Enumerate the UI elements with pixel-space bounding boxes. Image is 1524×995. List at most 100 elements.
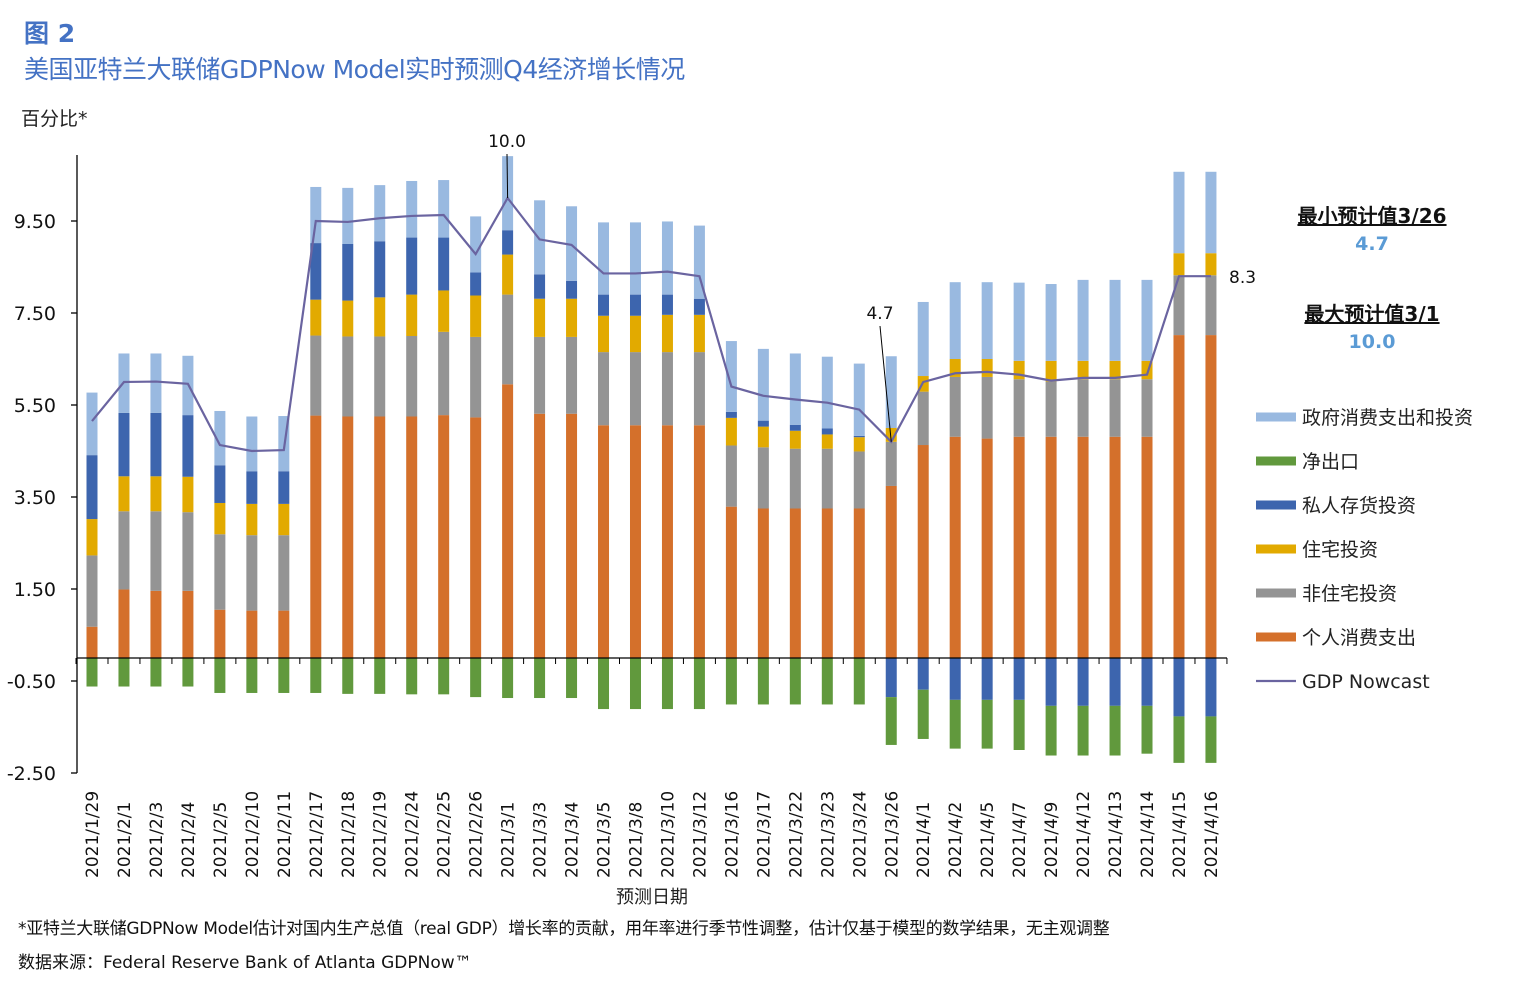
bar-segment: [534, 658, 546, 699]
data-source: 数据来源：Federal Reserve Bank of Atlanta GDP…: [18, 953, 472, 973]
bar-segment: [725, 411, 737, 418]
bar-segment: [629, 294, 641, 316]
bar-segment: [1077, 379, 1089, 437]
bar-segment: [1205, 335, 1217, 658]
x-tick-label: 2021/4/15: [1170, 791, 1190, 878]
bar-segment: [246, 610, 258, 658]
y-tick-label: -0.50: [7, 671, 56, 693]
bar-segment: [374, 416, 386, 658]
bar-segment: [981, 438, 993, 658]
bar-segment: [1045, 658, 1057, 706]
data-label-leader: [506, 153, 509, 199]
x-tick-label: 2021/1/29: [83, 791, 103, 878]
bar-segment: [917, 689, 929, 739]
bar-segment: [853, 658, 865, 705]
bar-segment: [374, 658, 386, 694]
bar-segment: [214, 534, 226, 610]
bar-segment: [374, 336, 386, 417]
y-tick-label: 1.50: [14, 579, 56, 601]
bar-segment: [885, 356, 897, 428]
bar-segment: [214, 410, 226, 466]
x-tick-label: 2021/2/17: [307, 791, 327, 878]
x-tick-label: 2021/3/26: [882, 791, 902, 878]
bar-segment: [789, 508, 801, 658]
bar-segment: [693, 225, 705, 299]
bar-segment: [342, 187, 354, 244]
x-tick-label: 2021/2/18: [339, 791, 359, 878]
bar-segment: [598, 315, 610, 353]
bar-segment: [1173, 171, 1185, 254]
legend-swatch: [1256, 456, 1296, 466]
bar-segment: [214, 609, 226, 658]
bar-segment: [246, 471, 258, 504]
y-tick-label: 3.50: [14, 487, 56, 509]
bar-segment: [1205, 658, 1217, 717]
bar-segment: [949, 699, 961, 749]
bar-segment: [821, 434, 833, 449]
bar-segment: [182, 590, 194, 658]
bar-segment: [1109, 279, 1121, 361]
x-tick-label: 2021/3/24: [850, 791, 870, 878]
bar-segment: [246, 658, 258, 693]
min-estimate-title: 最小预计值3/26: [1297, 204, 1447, 228]
bar-segment: [1109, 379, 1121, 437]
x-tick-label: 2021/3/3: [531, 802, 551, 878]
bar-segment: [502, 230, 514, 255]
bar-segment: [917, 658, 929, 690]
bar-segment: [1141, 279, 1153, 361]
bar-segment: [981, 359, 993, 377]
bar-segment: [470, 295, 482, 337]
bar-segment: [118, 412, 130, 477]
x-tick-label: 2021/2/19: [371, 791, 391, 878]
x-tick-label: 2021/2/26: [467, 791, 487, 878]
bar-segment: [1173, 335, 1185, 658]
bar-segment: [182, 476, 194, 513]
bar-segment: [534, 274, 546, 299]
bar-segment: [693, 352, 705, 426]
bar-segment: [1045, 284, 1057, 361]
legend-label: 个人消费支出: [1302, 627, 1416, 649]
bar-segment: [885, 485, 897, 658]
max-estimate-value: 10.0: [1348, 331, 1396, 353]
x-tick-label: 2021/3/1: [499, 802, 519, 878]
legend-swatch: [1256, 588, 1296, 598]
bar-segment: [917, 391, 929, 446]
legend-swatch: [1256, 412, 1296, 422]
legend-label: 非住宅投资: [1302, 583, 1397, 605]
bar-segment: [981, 699, 993, 749]
data-label: 8.3: [1229, 268, 1256, 288]
bar-segment: [310, 299, 322, 336]
bar-segment: [534, 413, 546, 658]
bar-segment: [598, 352, 610, 426]
bar-segment: [86, 519, 98, 556]
bar-segment: [438, 415, 450, 658]
x-tick-label: 2021/3/23: [818, 791, 838, 878]
x-tick-label: 2021/2/24: [403, 791, 423, 878]
bar-segment: [310, 335, 322, 416]
bar-segment: [917, 301, 929, 377]
bar-segment: [598, 425, 610, 658]
bar-segment: [470, 216, 482, 273]
x-tick-label: 2021/4/13: [1106, 791, 1126, 878]
x-tick-label: 2021/4/16: [1202, 791, 1222, 878]
bar-segment: [821, 428, 833, 435]
bar-segment: [566, 336, 578, 414]
bar-segment: [661, 425, 673, 658]
bar-segment: [1045, 360, 1057, 382]
figure-number: 图 2: [24, 19, 76, 48]
bar-segment: [598, 658, 610, 710]
data-label-leader: [879, 325, 892, 442]
x-tick-label: 2021/4/2: [946, 802, 966, 878]
bar-segment: [949, 282, 961, 359]
bar-segment: [661, 314, 673, 353]
bar-segment: [246, 503, 258, 536]
bar-segment: [1045, 705, 1057, 756]
bar-segment: [1013, 699, 1025, 750]
bar-segment: [566, 280, 578, 299]
data-label: 10.0: [488, 132, 526, 152]
bar-segment: [502, 384, 514, 658]
gdp-nowcast-line: [91, 196, 1211, 453]
bar-segment: [1173, 658, 1185, 717]
legend-label: 政府消费支出和投资: [1302, 407, 1473, 429]
bar-segment: [1109, 658, 1121, 706]
